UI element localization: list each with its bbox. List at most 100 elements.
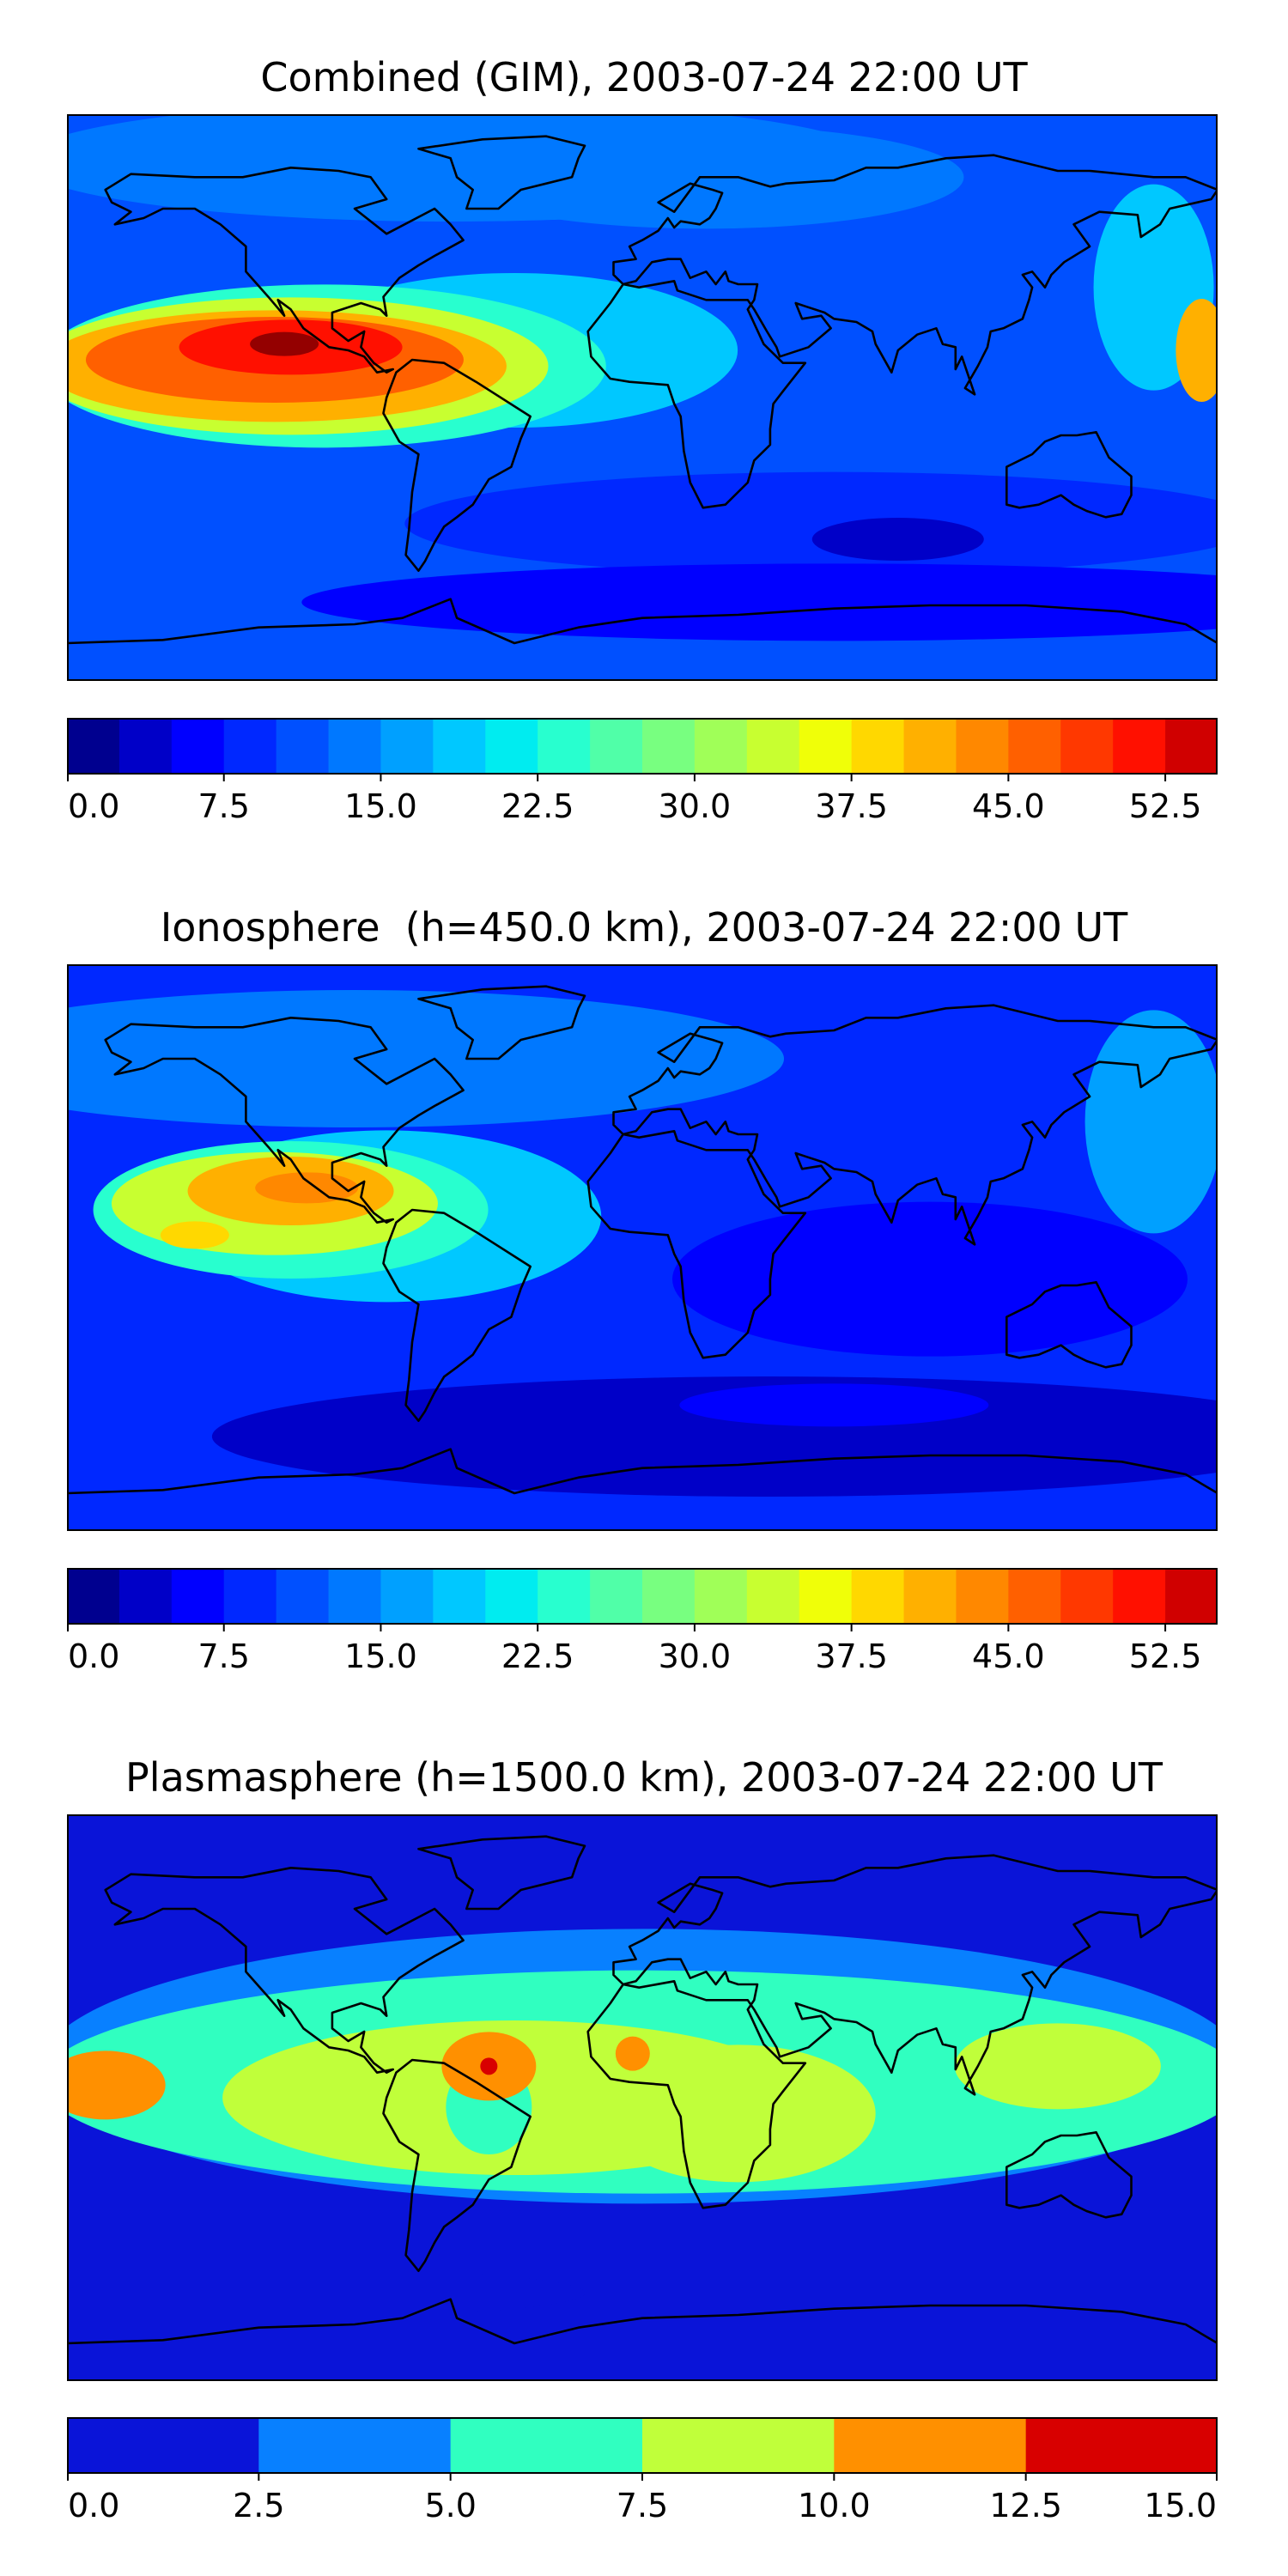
map-0-contour-13: [811, 518, 984, 561]
colorbar-2-tick-label-2: 5.0: [424, 2487, 476, 2524]
map-1-frame: [67, 964, 1218, 1531]
colorbar-1-segment-6: [380, 1569, 434, 1624]
colorbar-1-tick-label-1: 7.5: [198, 1637, 250, 1675]
plasmasphere-map: [67, 1814, 1218, 2381]
map-0-contour-11: [404, 471, 1218, 575]
colorbar-1-segment-9: [538, 1569, 591, 1624]
colorbar-1-tick-label-6: 45.0: [972, 1637, 1045, 1675]
colorbar-2-tick-label-4: 10.0: [798, 2487, 871, 2524]
colorbar-0-segment-20: [1113, 719, 1166, 774]
colorbar-0-segment-9: [538, 719, 591, 774]
colorbar-1-segment-8: [485, 1569, 538, 1624]
map-1-coast-greenland: [417, 985, 586, 1060]
map-1-contour-6: [255, 1172, 359, 1204]
colorbar-0-frame: [67, 718, 1218, 775]
panel1-title: Combined (GIM), 2003-07-24 22:00 UT: [260, 54, 1028, 100]
map-2-coast-antarctica: [67, 2298, 1218, 2345]
map-1-contour-0: [67, 990, 784, 1127]
colorbar-1-segment-10: [590, 1569, 643, 1624]
map-1-coast-africaEurasia: [586, 1004, 1218, 1359]
panel3-title: Plasmasphere (h=1500.0 km), 2003-07-24 2…: [125, 1754, 1163, 1801]
map-1-coast-southAmerica: [382, 1208, 532, 1423]
map-0-coast-africaEurasia: [586, 154, 1218, 509]
colorbar-1-segment-7: [433, 1569, 486, 1624]
map-1-coast-australia: [1005, 1280, 1133, 1369]
colorbar-1-tick-label-7: 52.5: [1129, 1637, 1202, 1675]
colorbar-0-segment-18: [1008, 719, 1061, 774]
colorbar-0-segment-14: [799, 719, 853, 774]
colorbar-0-segment-6: [380, 719, 434, 774]
ionosphere-map: [67, 964, 1218, 1531]
colorbar-0-segment-0: [67, 719, 120, 774]
colorbar-0-segment-3: [223, 719, 277, 774]
colorbar-0-segment-5: [328, 719, 382, 774]
colorbar-0-segment-1: [118, 719, 173, 774]
map-2-contour-8: [615, 2036, 650, 2071]
colorbar-0-segment-13: [746, 719, 800, 774]
colorbar-0-segment-15: [851, 719, 905, 774]
colorbar-2-segment-1: [258, 2418, 452, 2473]
colorbar-0-tick-label-1: 7.5: [198, 787, 250, 825]
map-2-coast-australia: [1005, 2130, 1133, 2219]
map-0-contour-9: [250, 331, 319, 356]
map-2-contour-10: [67, 2267, 586, 2319]
colorbar-1-segment-17: [956, 1569, 1009, 1624]
colorbar-1-segment-19: [1060, 1569, 1114, 1624]
colorbar-1-segment-3: [223, 1569, 277, 1624]
panel2-title: Ionosphere (h=450.0 km), 2003-07-24 22:0…: [160, 904, 1128, 951]
colorbar-1-segment-5: [328, 1569, 382, 1624]
map-2-contour-4: [954, 2023, 1161, 2110]
combined-colorbar: 0.0 7.5 15.0 22.5 30.0 37.5 45.0 52.5: [67, 718, 1218, 825]
colorbar-2-segment-5: [1025, 2418, 1218, 2473]
colorbar-1-segment-15: [851, 1569, 905, 1624]
colorbar-0-segment-16: [903, 719, 957, 774]
map-2-coast-greenland: [417, 1835, 586, 1911]
colorbar-1-tick-label-2: 15.0: [344, 1637, 417, 1675]
map-0-coast-antarctica: [67, 598, 1218, 645]
colorbar-0-tick-label-6: 45.0: [972, 787, 1045, 825]
map-0-coast-northAmerica: [104, 166, 465, 374]
map-2-frame: [67, 1814, 1218, 2381]
colorbar-1-frame: [67, 1568, 1218, 1625]
colorbar-0-segment-4: [276, 719, 330, 774]
colorbar-0-tick-label-2: 15.0: [344, 787, 417, 825]
colorbar-0-segment-10: [590, 719, 643, 774]
colorbar-1-segment-1: [118, 1569, 173, 1624]
colorbar-1-segment-18: [1008, 1569, 1061, 1624]
colorbar-1-segment-2: [171, 1569, 225, 1624]
colorbar-0-segment-7: [433, 719, 486, 774]
plasmasphere-colorbar: 0.0 2.5 5.0 7.5 10.0 12.5 15.0: [67, 2417, 1218, 2524]
colorbar-0-segment-11: [642, 719, 696, 774]
colorbar-1-tick-label-3: 22.5: [501, 1637, 574, 1675]
colorbar-1-segment-4: [276, 1569, 330, 1624]
colorbar-2-segment-2: [450, 2418, 643, 2473]
colorbar-2-tick-label-6: 15.0: [1144, 2487, 1217, 2524]
map-1-contour-1: [1084, 1010, 1218, 1234]
map-2-coast-africaEurasia: [586, 1854, 1218, 2209]
colorbar-1-segment-16: [903, 1569, 957, 1624]
colorbar-1-segment-0: [67, 1569, 120, 1624]
map-1-contour-7: [160, 1221, 229, 1249]
colorbar-2-segment-4: [834, 2418, 1027, 2473]
colorbar-1-segment-12: [694, 1569, 748, 1624]
colorbar-1-tick-label-0: 0.0: [68, 1637, 119, 1675]
colorbar-1-tick-label-5: 37.5: [815, 1637, 888, 1675]
map-2-contour-3: [600, 2044, 876, 2183]
colorbar-2-tick-label-3: 7.5: [617, 2487, 668, 2524]
map-0-coast-southAmerica: [382, 358, 532, 573]
colorbar-2-tick-label-5: 12.5: [989, 2487, 1062, 2524]
colorbar-2-segment-3: [642, 2418, 835, 2473]
colorbar-1-segment-20: [1113, 1569, 1166, 1624]
map-0-coast-greenland: [417, 135, 586, 210]
map-0-contour-12: [301, 563, 1218, 641]
map-1-coast-northAmerica: [104, 1016, 465, 1224]
colorbar-1-segment-13: [746, 1569, 800, 1624]
colorbar-0-segment-21: [1165, 719, 1218, 774]
colorbar-2-segment-0: [67, 2418, 259, 2473]
colorbar-0-tick-label-5: 37.5: [815, 787, 888, 825]
colorbar-0-tick-label-4: 30.0: [659, 787, 732, 825]
colorbar-1-segment-14: [799, 1569, 853, 1624]
map-2-contour-7: [480, 2057, 498, 2075]
map-2-coast-northAmerica: [104, 1866, 465, 2075]
combined-gim-map: [67, 114, 1218, 681]
